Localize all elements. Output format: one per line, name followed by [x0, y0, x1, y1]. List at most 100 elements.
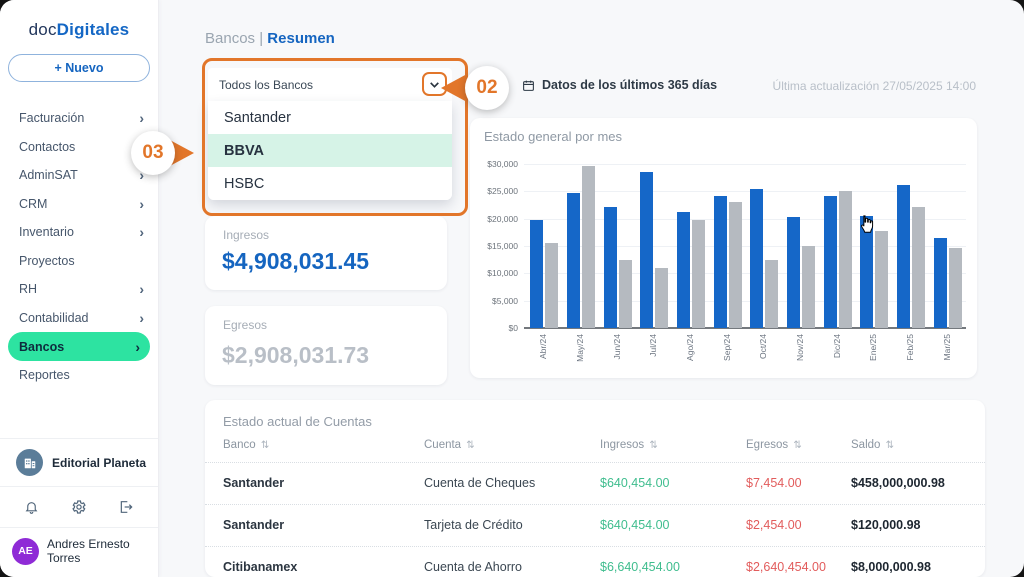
- chevron-right-icon: ›: [139, 195, 144, 212]
- sidebar-item-label: RH: [19, 282, 38, 297]
- sidebar-item-rh[interactable]: RH ›: [0, 275, 158, 304]
- sidebar-item-contabilidad[interactable]: Contabilidad ›: [0, 304, 158, 333]
- table-row[interactable]: Santander Cuenta de Cheques $640,454.00 $7,…: [205, 462, 985, 505]
- company-row[interactable]: Editorial Planeta: [0, 439, 158, 486]
- breadcrumb: Bancos | Resumen: [205, 30, 335, 47]
- x-axis-label-may-24: May/24: [575, 334, 585, 362]
- annotation-arrow-left: [441, 74, 467, 102]
- bar-serie-azul-mar-25: [933, 238, 947, 328]
- chart-gridline: [524, 300, 966, 302]
- column-header-egresos[interactable]: Egresos ⇅: [746, 439, 802, 451]
- bar-serie-azul-ago-24: [676, 212, 690, 328]
- bar-serie-azul-ene-25: [860, 216, 874, 328]
- sidebar-item-bancos[interactable]: Bancos ›: [8, 332, 150, 361]
- x-axis-label-mar-25: Mar/25: [941, 334, 952, 361]
- column-header-ingresos[interactable]: Ingresos ⇅: [600, 439, 658, 451]
- bar-serie-gris-ago-24: [691, 220, 705, 328]
- user-row[interactable]: AE Andres Ernesto Torres: [0, 528, 158, 577]
- y-axis-tick-label: $10,000: [487, 268, 518, 279]
- breadcrumb-divider: |: [259, 30, 264, 47]
- logout-icon[interactable]: [116, 497, 136, 517]
- chevron-right-icon: ›: [139, 224, 144, 241]
- bar-serie-gris-nov-24: [801, 246, 815, 328]
- egresos-value: $2,908,031.73: [222, 342, 370, 368]
- chart-title: Estado general por mes: [484, 129, 623, 144]
- bar-serie-azul-jul-24: [640, 172, 654, 328]
- chevron-right-icon: ›: [139, 110, 144, 127]
- bank-filter-options: Santander BBVA HSBC: [208, 101, 452, 200]
- bar-serie-azul-dic-24: [823, 196, 837, 328]
- sidebar-item-label: AdminSAT: [19, 168, 78, 183]
- sort-icon: ⇅: [885, 440, 894, 451]
- breadcrumb-current: Resumen: [267, 30, 335, 47]
- bar-serie-gris-mar-25: [948, 248, 962, 328]
- avatar: AE: [12, 537, 39, 565]
- cell-banco: Santander: [223, 518, 285, 532]
- sidebar-item-label: Bancos: [19, 339, 65, 354]
- x-axis-line: [524, 327, 966, 329]
- chevron-right-icon: ›: [139, 167, 144, 184]
- bar-serie-azul-jun-24: [603, 207, 617, 328]
- ingresos-label: Ingresos: [223, 228, 270, 242]
- bank-filter-select[interactable]: Todos los Bancos: [208, 68, 452, 102]
- column-header-saldo[interactable]: Saldo ⇅: [851, 439, 894, 451]
- sidebar-footer: Editorial Planeta AE Andres Ernesto Torr…: [0, 438, 158, 577]
- bank-option-santander[interactable]: Santander: [208, 101, 452, 134]
- sidebar-item-crm[interactable]: CRM ›: [0, 190, 158, 219]
- sidebar-item-proyectos[interactable]: Proyectos: [0, 247, 158, 276]
- ingresos-card: Ingresos $4,908,031.45: [205, 216, 447, 290]
- bar-serie-gris-dic-24: [838, 191, 852, 328]
- divider: [0, 438, 158, 439]
- cell-ingresos: $640,454.00: [600, 476, 670, 490]
- user-name: Andres Ernesto Torres: [47, 537, 130, 565]
- table-title: Estado actual de Cuentas: [223, 414, 372, 429]
- x-axis-label-jul-24: Jul/24: [648, 334, 659, 357]
- sort-icon: ⇅: [649, 440, 658, 451]
- app-logo[interactable]: docDigitales: [0, 20, 158, 40]
- date-range-text: Datos de los últimos 365 días: [542, 78, 718, 92]
- x-axis-label-ene-25: Ene/25: [868, 334, 879, 361]
- sidebar-item-reportes[interactable]: Reportes: [0, 361, 158, 390]
- bank-filter-value: Todos los Bancos: [219, 77, 314, 92]
- notifications-bell-icon[interactable]: [22, 497, 41, 517]
- accounts-table-card: Estado actual de Cuentas Banco ⇅ Cuenta ⇅…: [205, 400, 985, 577]
- breadcrumb-section[interactable]: Bancos: [205, 30, 256, 47]
- table-row[interactable]: Citibanamex Cuenta de Ahorro $6,640,454.00…: [205, 546, 985, 577]
- sort-icon: ⇅: [793, 440, 802, 451]
- sidebar-item-inventario[interactable]: Inventario ›: [0, 218, 158, 247]
- cell-cuenta: Cuenta de Cheques: [424, 476, 536, 490]
- y-axis-tick-label: $15,000: [487, 241, 518, 251]
- bar-serie-azul-feb-25: [896, 185, 910, 328]
- cell-saldo: $458,000,000.98: [851, 476, 945, 490]
- cell-egresos: $2,454.00: [746, 518, 802, 532]
- bar-serie-gris-abr-24: [545, 243, 559, 328]
- bar-serie-azul-oct-24: [750, 189, 764, 328]
- sidebar-item-label: Proyectos: [19, 253, 75, 268]
- monthly-chart-card: Estado general por mes $0 $5,000 $10,000 $1…: [470, 118, 977, 378]
- cell-cuenta: Tarjeta de Crédito: [424, 518, 523, 532]
- column-header-cuenta[interactable]: Cuenta ⇅: [424, 439, 475, 451]
- calendar-icon: [522, 79, 535, 92]
- bar-serie-gris-jul-24: [655, 268, 669, 328]
- settings-gear-icon[interactable]: [69, 497, 89, 517]
- y-axis-tick-label: $30,000: [487, 159, 518, 169]
- divider: [0, 486, 158, 487]
- sort-icon: ⇅: [466, 440, 475, 451]
- bar-serie-azul-may-24: [566, 193, 580, 328]
- chevron-right-icon: ›: [139, 281, 144, 298]
- new-button[interactable]: + Nuevo: [8, 54, 150, 82]
- table-row[interactable]: Santander Tarjeta de Crédito $640,454.00 $2…: [205, 504, 985, 547]
- sidebar-item-adminsat[interactable]: AdminSAT ›: [0, 161, 158, 190]
- column-header-banco[interactable]: Banco ⇅: [223, 439, 270, 451]
- bank-option-bbva[interactable]: BBVA: [208, 134, 452, 167]
- chart-gridline: [524, 191, 966, 193]
- sidebar-item-facturacion[interactable]: Facturación ›: [0, 104, 158, 133]
- bank-option-hsbc[interactable]: HSBC: [208, 167, 452, 200]
- sort-icon: ⇅: [260, 440, 270, 451]
- egresos-label: Egresos: [223, 318, 268, 332]
- sidebar-toolbar: [0, 487, 158, 527]
- ingresos-value: $4,908,031.45: [222, 248, 370, 274]
- chart-gridline: [524, 246, 966, 247]
- y-axis-tick-label: $0: [508, 323, 518, 333]
